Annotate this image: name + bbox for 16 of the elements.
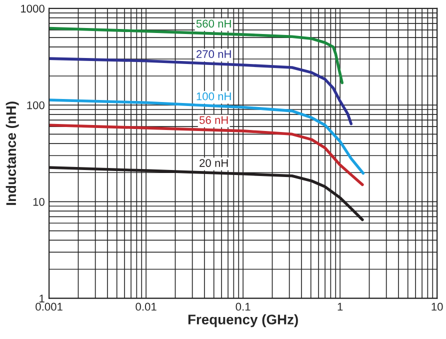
x-tick-label: 10 [432,302,443,311]
y-tick-label: 1 [40,294,44,302]
series-label: 270 nH [196,50,231,58]
x-tick-label: 1 [338,302,343,311]
x-tick-label: 0.01 [136,302,156,311]
series-label: 100 nH [196,92,231,100]
y-axis-title: Inductance (nH) [6,102,19,205]
y-tick-label: 100 [27,101,44,110]
x-axis-title: Frequency (GHz) [188,314,298,328]
y-tick-label: 1000 [21,4,44,13]
x-tick-label: 0.1 [236,302,250,311]
x-tick-label: 0.001 [36,302,62,311]
series-label: 20 nH [200,159,228,167]
y-tick-label: 10 [33,198,44,206]
series-label: 560 nH [196,20,231,28]
series-label: 56 nH [199,116,228,124]
